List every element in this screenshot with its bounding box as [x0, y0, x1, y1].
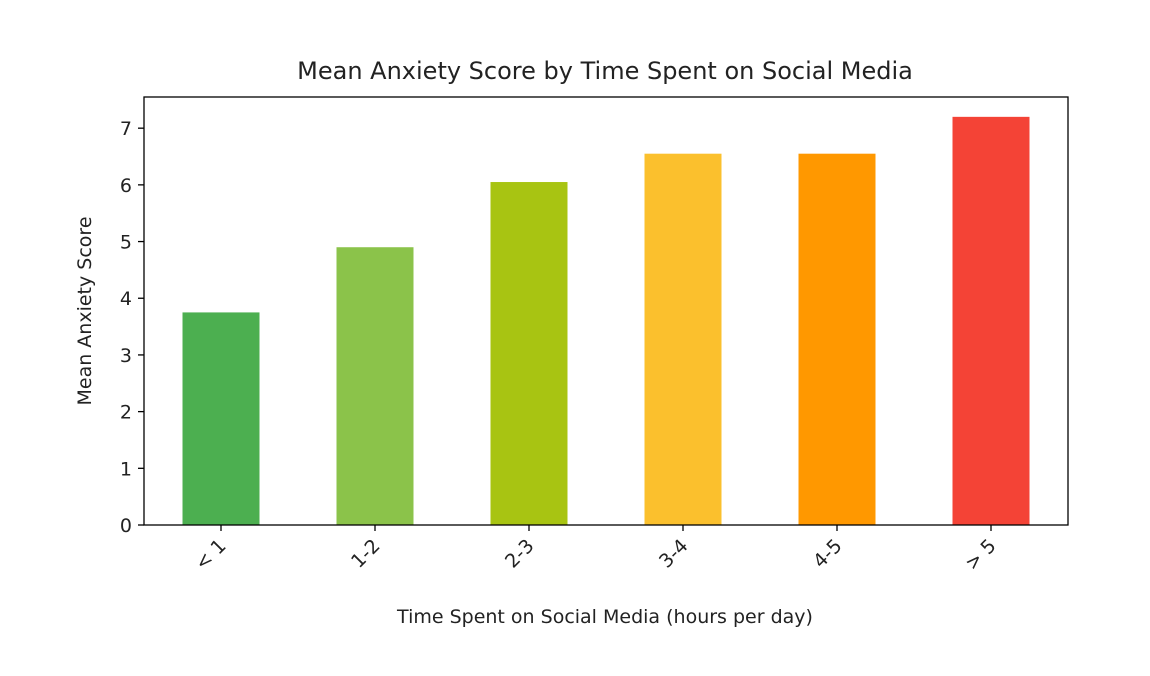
y-tick-label: 2	[120, 402, 132, 424]
bar	[644, 153, 722, 526]
y-tick-label: 6	[120, 175, 132, 197]
y-axis: 0 1 2 3 4 5 6 7	[120, 118, 144, 537]
y-tick-label: 5	[120, 232, 132, 254]
x-tick-label: 3-4	[655, 535, 693, 573]
y-tick-label: 7	[120, 118, 132, 140]
x-tick-label: 4-5	[809, 535, 847, 573]
plot-frame	[143, 96, 1069, 526]
y-tick-label: 1	[120, 458, 132, 480]
bar	[798, 153, 876, 526]
x-tick-label: < 1	[191, 535, 231, 575]
bars-layer	[182, 116, 1030, 526]
x-tick-label: > 5	[961, 535, 1001, 575]
y-tick-label: 0	[120, 515, 132, 537]
bar	[182, 312, 260, 525]
y-axis-label: Mean Anxiety Score	[74, 216, 96, 405]
bar	[336, 247, 414, 525]
bar	[952, 116, 1030, 525]
y-tick-label: 4	[120, 288, 132, 310]
x-tick-label: 2-3	[501, 535, 539, 573]
x-axis: < 1 1-2 2-3 3-4 4-5 > 5	[191, 525, 1001, 575]
x-tick-label: 1-2	[347, 535, 385, 573]
chart-title: Mean Anxiety Score by Time Spent on Soci…	[297, 57, 913, 85]
bar	[490, 182, 568, 525]
x-axis-label: Time Spent on Social Media (hours per da…	[396, 606, 813, 628]
y-tick-label: 3	[120, 345, 132, 367]
